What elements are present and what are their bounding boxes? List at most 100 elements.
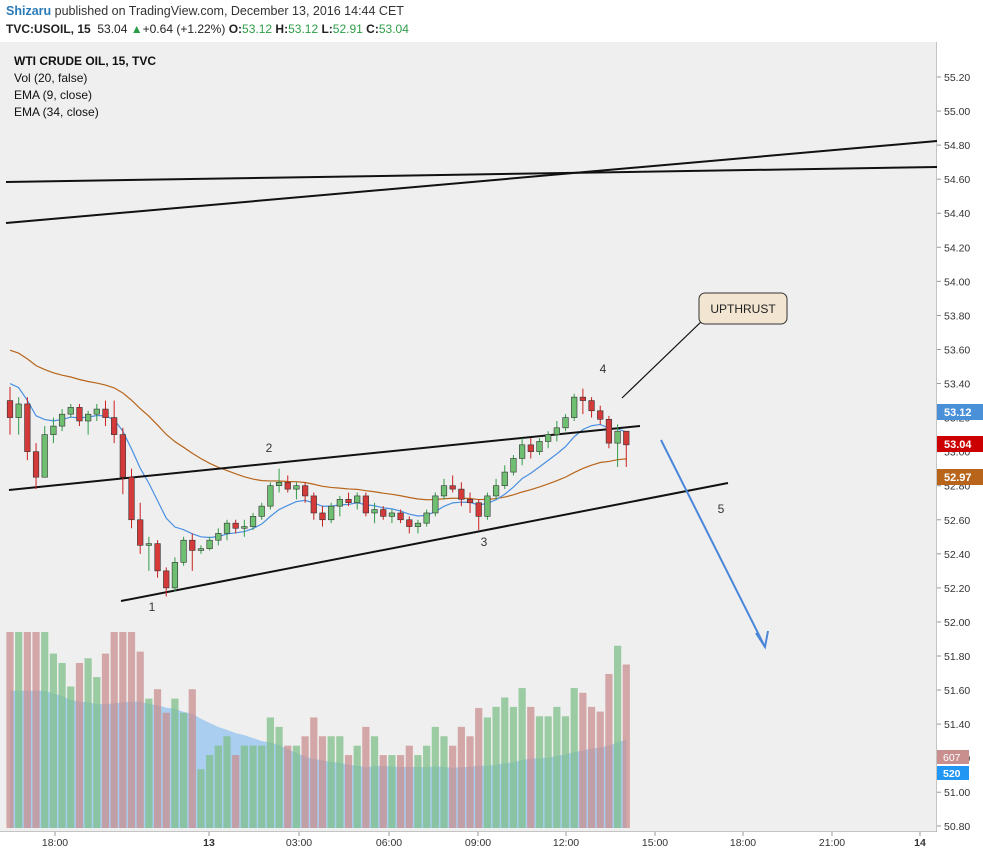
time-tick-label: 14 xyxy=(914,837,926,849)
price-tick-label: 52.00 xyxy=(944,617,970,629)
price-tick-label: 52.60 xyxy=(944,515,970,527)
candle-body xyxy=(423,512,430,524)
candle-body xyxy=(492,485,500,497)
candle-body xyxy=(128,476,135,521)
volume-bar xyxy=(622,664,630,828)
volume-bar xyxy=(353,745,361,828)
candle-body xyxy=(545,434,552,442)
volume-bar xyxy=(370,736,379,828)
candle-body xyxy=(241,526,248,529)
wave-label-4: 4 xyxy=(600,362,607,376)
candle xyxy=(215,528,222,546)
high-value: 53.12 xyxy=(288,22,319,36)
chart-header: Shizaru published on TradingView.com, De… xyxy=(0,0,983,42)
volume-bar xyxy=(15,632,23,828)
candle xyxy=(206,536,213,551)
candle xyxy=(328,502,335,524)
candle xyxy=(588,397,595,418)
candle xyxy=(501,465,508,490)
candle xyxy=(484,492,491,520)
candle-body xyxy=(223,522,231,534)
time-tick-label: 09:00 xyxy=(465,837,491,849)
candle xyxy=(302,482,309,503)
candle xyxy=(163,567,170,597)
volume-bar xyxy=(153,689,162,828)
candle-body xyxy=(275,481,283,487)
volume-bar xyxy=(518,688,526,828)
volume-bar xyxy=(171,698,179,828)
volume-bar xyxy=(84,658,92,828)
volume-bar xyxy=(93,677,101,828)
candle xyxy=(466,492,474,513)
candle xyxy=(527,438,534,459)
wave-label-3: 3 xyxy=(481,535,488,549)
candle-body xyxy=(267,485,274,507)
candle xyxy=(76,403,83,427)
candle xyxy=(319,506,326,527)
volume-bar xyxy=(162,712,170,828)
candle xyxy=(440,478,448,500)
volume-bar xyxy=(232,755,240,828)
volume-bar xyxy=(310,717,318,828)
candle-body xyxy=(623,430,630,446)
candle xyxy=(553,420,560,442)
upthrust-callout: UPTHRUST xyxy=(621,292,788,399)
candle xyxy=(371,502,378,524)
volume-bar xyxy=(405,745,413,828)
last-price: 53.04 xyxy=(97,22,128,36)
candle-body xyxy=(605,418,613,444)
volume-bar xyxy=(509,706,518,828)
candle-body xyxy=(380,509,387,517)
candle-body xyxy=(501,471,508,487)
volume-bar xyxy=(110,632,118,828)
candles xyxy=(6,386,630,597)
arrow-head xyxy=(755,630,769,650)
candle-body xyxy=(588,400,595,412)
volume-bar xyxy=(127,632,136,828)
badge-ema9: 53.12 xyxy=(944,407,972,419)
badge-volume: 607 xyxy=(943,752,961,764)
volume-bar xyxy=(388,755,396,828)
candle-body xyxy=(32,451,40,478)
candle xyxy=(32,443,40,490)
candle-body xyxy=(284,481,291,490)
candle-body xyxy=(197,548,205,551)
candle xyxy=(510,455,517,476)
candle-body xyxy=(336,499,343,507)
arrow-shaft xyxy=(660,439,766,648)
candle-body xyxy=(362,495,369,514)
price-chart[interactable]: UPTHRUST 1 2 3 4 5 WTI CRUDE OIL, 15, TV… xyxy=(0,42,983,856)
candle xyxy=(232,519,239,534)
badge-ema34-bg xyxy=(937,469,983,485)
volume-bar xyxy=(561,716,570,828)
up-arrow-icon: ▲ xyxy=(130,22,143,36)
price-tick-label: 52.20 xyxy=(944,583,970,595)
candle xyxy=(623,430,630,467)
candle xyxy=(137,502,144,554)
candle xyxy=(536,438,543,456)
callout-box xyxy=(698,292,788,325)
candle xyxy=(345,492,352,507)
volume-bar xyxy=(275,726,283,828)
volume-bar xyxy=(466,736,474,828)
candle-body xyxy=(58,413,66,427)
candle-body xyxy=(475,502,482,517)
volume-bar xyxy=(587,706,596,828)
volume-bar xyxy=(301,736,309,828)
volume-bar xyxy=(240,745,248,828)
author-name[interactable]: Shizaru xyxy=(6,4,52,18)
volume-bar xyxy=(258,745,266,828)
candle xyxy=(579,388,586,415)
candle-body xyxy=(440,485,448,497)
volume-bar xyxy=(336,736,344,828)
badge-volume-ma-bg xyxy=(937,766,969,780)
candle-body xyxy=(154,543,161,572)
volume-bar xyxy=(75,662,84,828)
candle xyxy=(6,386,14,435)
volume-bar xyxy=(440,736,448,828)
trendlines xyxy=(5,140,938,602)
volume-bar xyxy=(41,632,49,828)
open-label: O: xyxy=(228,22,243,36)
wave-label-1: 1 xyxy=(149,600,156,614)
time-tick-label: 21:00 xyxy=(819,837,845,849)
